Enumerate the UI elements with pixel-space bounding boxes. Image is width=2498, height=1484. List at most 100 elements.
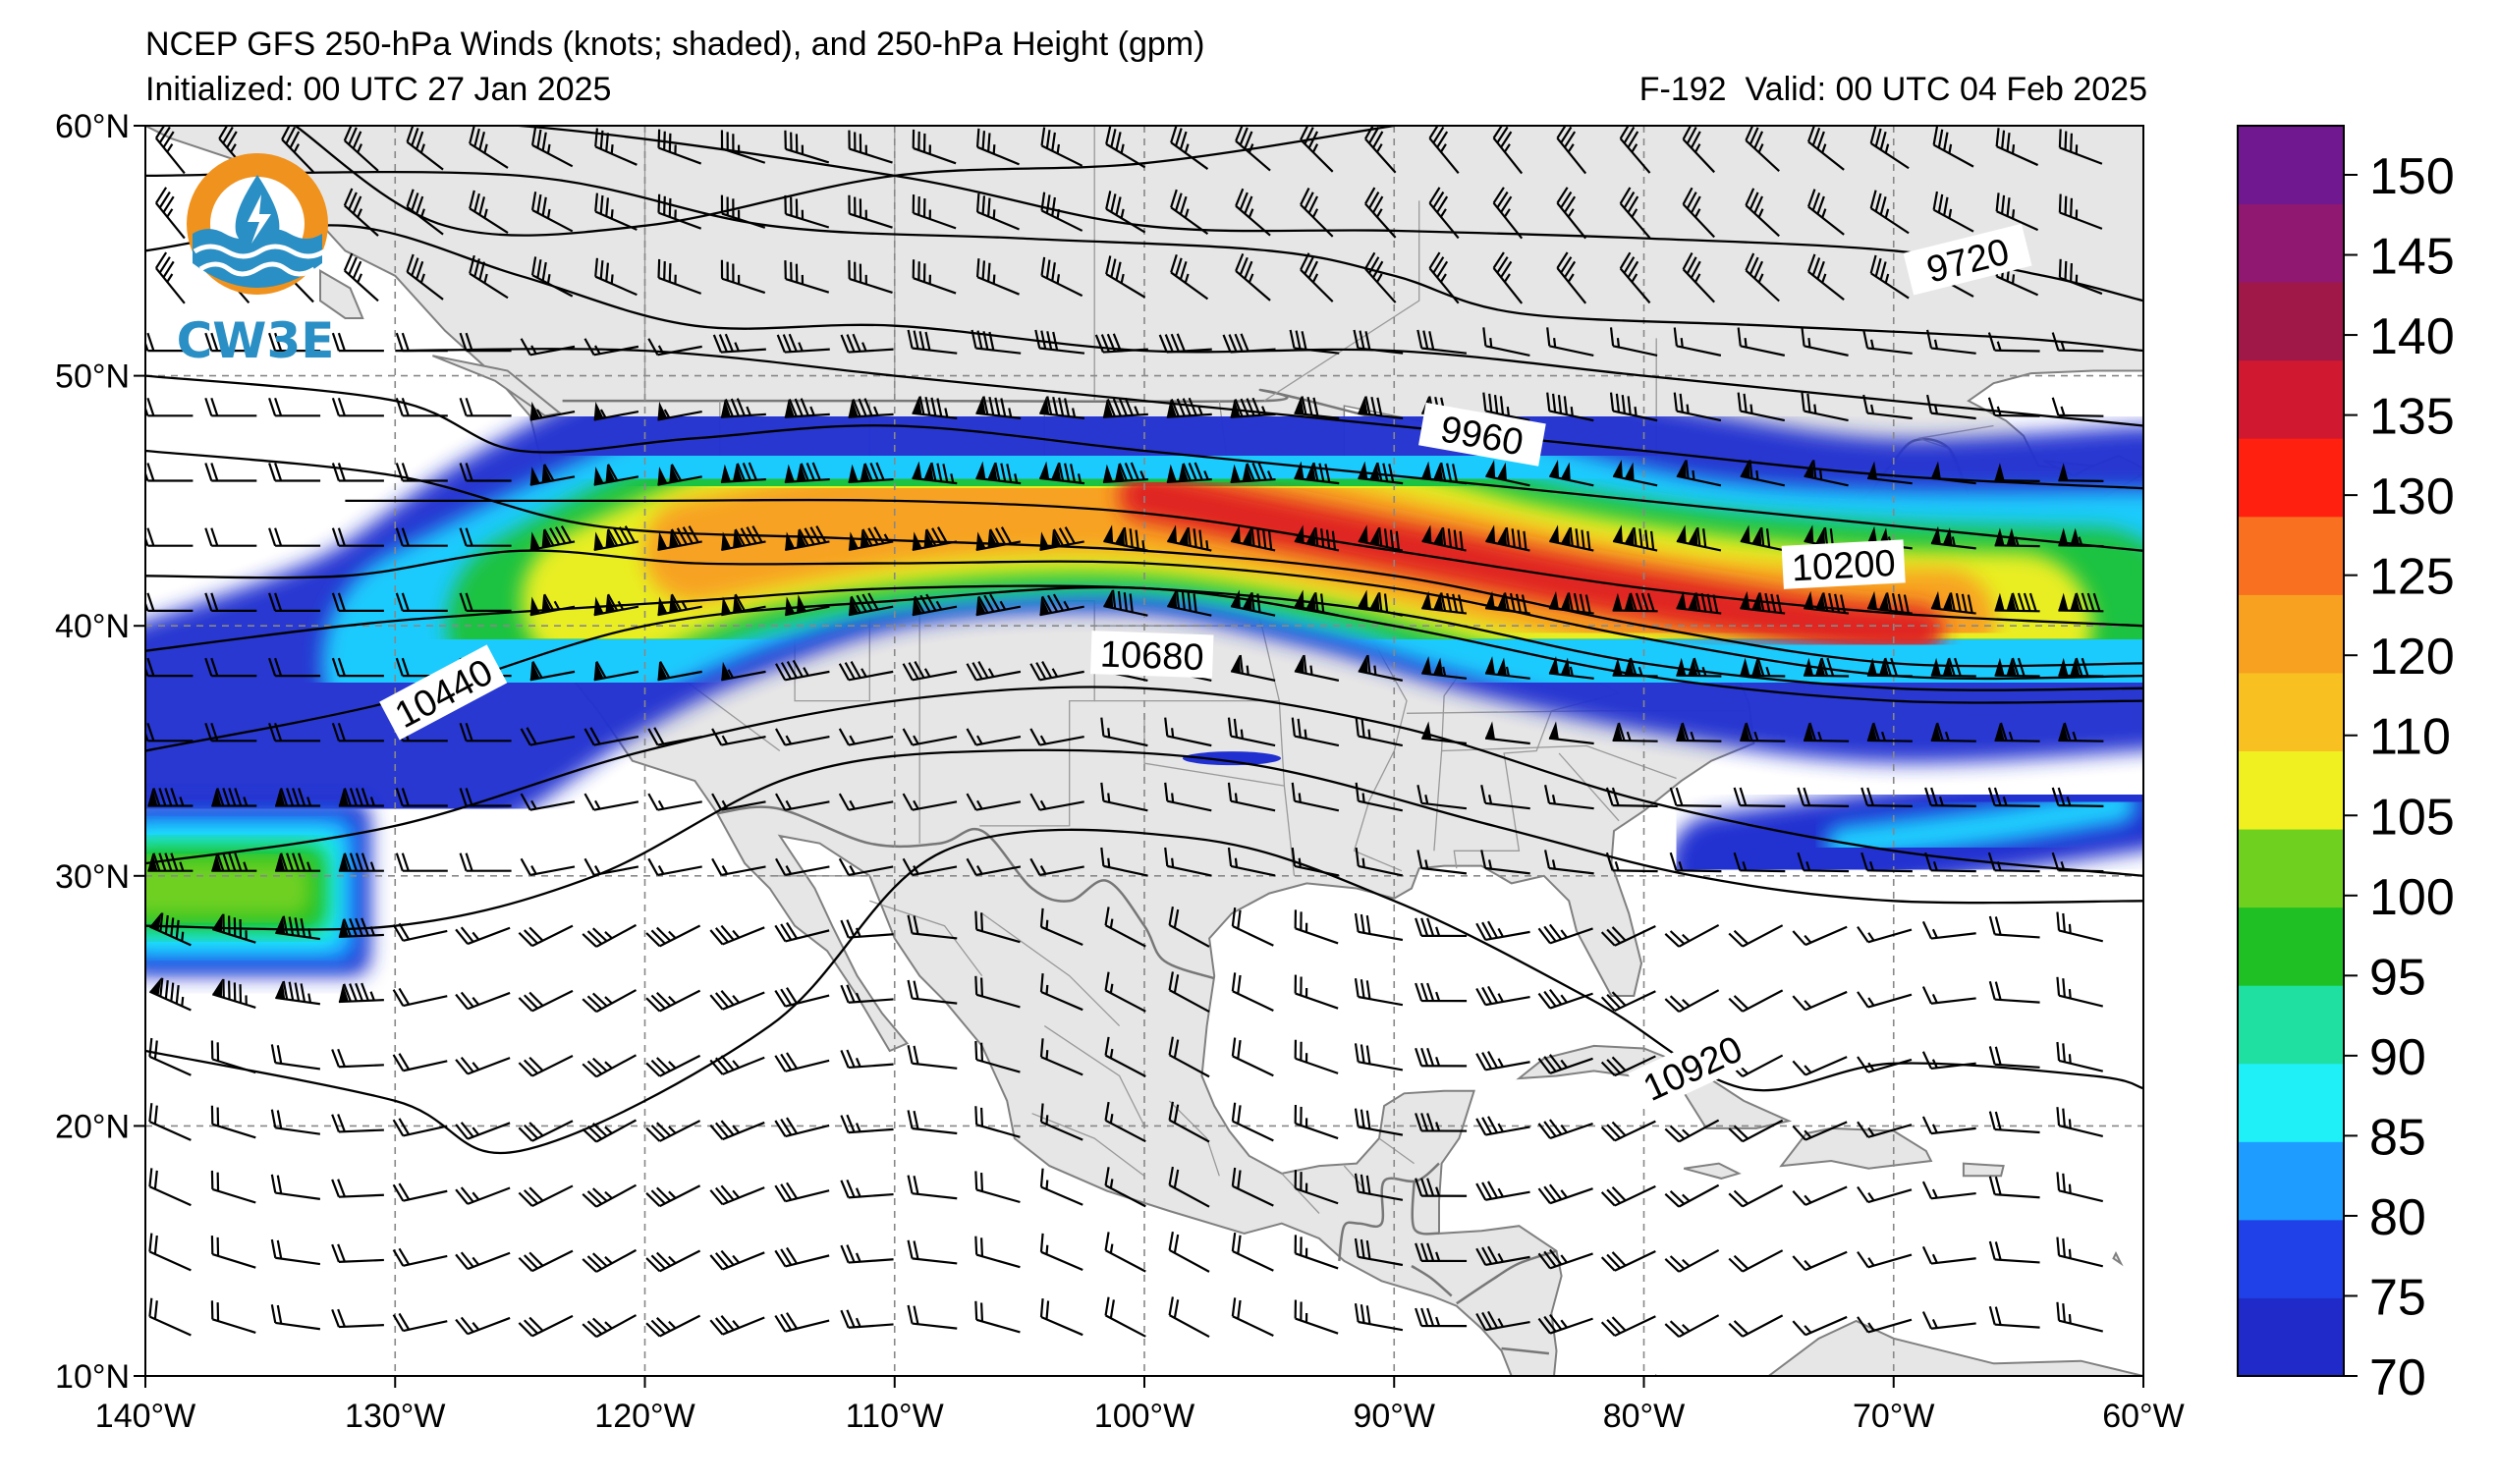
wind-barb — [1546, 392, 1594, 422]
wind-barb — [1669, 787, 1722, 808]
wind-barb — [518, 1249, 574, 1273]
wind-barb — [1164, 782, 1212, 812]
wind-barb — [1546, 327, 1594, 357]
wind-barb — [148, 1103, 192, 1141]
wind-barb — [1988, 1111, 2040, 1134]
lat-tick-label: 20°N — [55, 1108, 130, 1145]
wind-barb — [1354, 1303, 1404, 1332]
wind-barb — [1556, 187, 1587, 240]
wind-barb — [593, 401, 639, 421]
wind-barb — [775, 659, 830, 682]
wind-barb — [848, 462, 894, 484]
wind-barb — [1797, 787, 1850, 808]
wind-barb — [1354, 1237, 1404, 1267]
wind-barb — [1492, 187, 1524, 240]
lon-tick-label: 100°W — [1094, 1398, 1194, 1435]
wind-barb — [657, 593, 702, 617]
wind-barb — [1600, 1120, 1656, 1142]
wind-barb — [1619, 251, 1651, 304]
wind-barb — [338, 852, 384, 872]
wind-barb — [1231, 907, 1274, 947]
wind-barb — [720, 398, 766, 418]
wind-barb — [1740, 722, 1786, 742]
wind-barb — [530, 126, 574, 168]
wind-barb — [145, 592, 194, 613]
colorbar-segment — [2238, 1063, 2344, 1142]
colorbar-tick-label: 110 — [2369, 709, 2451, 766]
lon-tick-label: 60°W — [2102, 1398, 2185, 1435]
wind-barb — [1104, 1101, 1146, 1143]
colorbar-segment — [2238, 1141, 2344, 1221]
wind-barb — [1354, 1173, 1404, 1201]
valid-date: Valid: 00 UTC 04 Feb 2025 — [1745, 71, 2148, 108]
lat-tick-label: 40°N — [55, 608, 130, 645]
wind-barb — [720, 259, 766, 295]
wind-barb — [2056, 1107, 2104, 1137]
wind-barb — [530, 192, 574, 233]
colorbar-tick-label: 105 — [2369, 789, 2455, 846]
wind-barb — [1673, 327, 1722, 357]
wind-barb — [2056, 1041, 2104, 1072]
wind-barb — [848, 130, 893, 164]
wind-barb — [1792, 1185, 1848, 1206]
map-title: NCEP GFS 250-hPa Winds (knots; shaded), … — [145, 26, 1205, 63]
wind-barb — [1231, 972, 1274, 1012]
wind-barb — [1029, 661, 1084, 682]
wind-barb — [1994, 463, 2040, 483]
wind-barb — [2058, 193, 2103, 230]
wind-barb — [1039, 1103, 1083, 1141]
wind-barb — [1294, 909, 1339, 945]
wind-barb — [1619, 187, 1651, 239]
wind-barb — [1932, 191, 1974, 233]
wind-barb — [1869, 254, 1910, 300]
wind-barb — [907, 914, 958, 940]
wind-barb — [2051, 787, 2104, 808]
wind-barb — [520, 727, 576, 746]
wind-barb — [469, 126, 509, 169]
wind-barb — [392, 1312, 448, 1333]
wind-barb — [518, 1120, 574, 1142]
wind-barb — [1537, 1054, 1593, 1074]
wind-barb — [212, 978, 256, 1009]
wind-barb — [1664, 1248, 1720, 1273]
state-border — [981, 912, 1121, 1027]
wind-barb — [1745, 126, 1780, 173]
wind-barb — [1039, 907, 1083, 947]
wind-barb — [1039, 1233, 1083, 1272]
wind-barb — [204, 463, 257, 482]
wind-barb — [1103, 524, 1148, 552]
wind-barb — [645, 1120, 701, 1142]
wind-barb — [838, 728, 894, 746]
wind-barb — [343, 252, 379, 302]
wind-barb — [1168, 1232, 1210, 1273]
wind-barb — [145, 463, 194, 482]
wind-barb — [1294, 974, 1339, 1010]
wind-barb — [1029, 793, 1084, 811]
wind-barb — [1166, 397, 1212, 418]
wind-barb — [395, 788, 448, 807]
wind-barb — [1930, 590, 1976, 615]
wind-barb — [1728, 924, 1784, 948]
wind-barb — [1168, 1166, 1210, 1208]
wind-barb — [1866, 590, 1913, 615]
colorbar-tick-label: 140 — [2369, 308, 2455, 365]
colorbar-tick-label: 75 — [2369, 1269, 2426, 1326]
wind-barb — [711, 857, 766, 877]
wind-barb — [1988, 980, 2040, 1004]
wind-barb — [1537, 1313, 1593, 1335]
country-border — [1411, 1264, 1453, 1297]
wind-barb — [902, 661, 958, 682]
wind-barb — [907, 1175, 958, 1200]
wind-barb — [1537, 1248, 1593, 1270]
wind-barb — [848, 194, 893, 229]
island-landmass — [2112, 1250, 2124, 1267]
wind-barb — [1549, 460, 1594, 487]
wind-barb — [1932, 126, 1974, 168]
wind-barb — [848, 398, 894, 418]
cw3e-logo-text: CW3E — [177, 312, 335, 369]
wind-barb — [1548, 590, 1594, 615]
wind-barb — [1921, 1245, 1976, 1265]
wind-barb — [593, 661, 639, 682]
wind-barb — [1166, 462, 1212, 484]
wind-barb — [1167, 589, 1212, 617]
